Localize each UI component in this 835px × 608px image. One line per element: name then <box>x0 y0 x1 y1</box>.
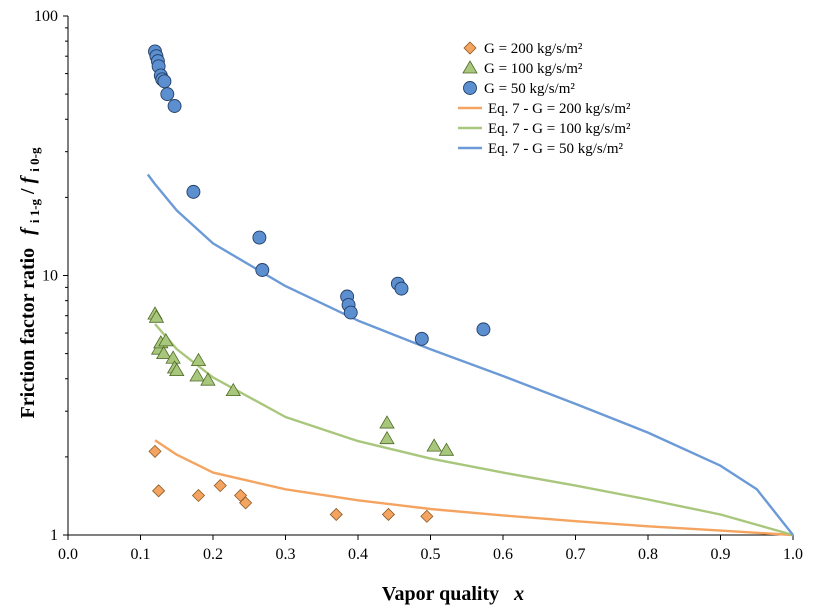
data-point-circle <box>255 263 270 277</box>
data-point-triangle <box>426 438 442 452</box>
x-tick-label: 0.0 <box>58 546 78 563</box>
eq7-curve-4 <box>154 323 794 537</box>
axes-layer: 0.0 0.1 0.2 0.3 0.4 0.5 0.6 0.7 0.8 0.9 1.0 1 10 100 <box>34 8 803 563</box>
data-point-triangle <box>169 362 185 377</box>
markers-layer <box>147 44 491 523</box>
data-point-diamond <box>191 488 206 503</box>
data-point-diamond <box>239 496 253 510</box>
y-axis-label: Friction factor ratio <box>17 248 39 419</box>
x-axis-variable: x <box>513 583 524 605</box>
legend-marker-diamond <box>463 41 477 55</box>
data-point-triangle <box>156 345 172 360</box>
data-point-triangle <box>158 333 174 347</box>
data-point-diamond <box>420 509 434 523</box>
legend-label: Eq. 7 - G = 200 kg/s/m² <box>488 101 631 117</box>
x-tick-label: 0.5 <box>421 546 441 563</box>
legend-label: G = 100 kg/s/m² <box>484 61 583 77</box>
data-point-circle <box>167 99 182 113</box>
data-point-diamond <box>152 484 166 498</box>
x-axis-label: Vapor quality <box>382 583 499 605</box>
x-tick-label: 0.4 <box>348 546 368 563</box>
data-point-circle <box>414 331 429 346</box>
data-point-triangle <box>438 442 455 456</box>
data-point-diamond <box>381 507 396 522</box>
data-point-circle <box>160 87 175 102</box>
data-point-diamond <box>148 444 162 458</box>
x-tick-label: 0.3 <box>276 546 296 563</box>
y-axis-f2: f <box>17 174 39 183</box>
y-axis-sub2: i 0-g <box>27 147 42 172</box>
eq7-curve-5 <box>146 173 794 536</box>
y-axis-sub1: i 1-g <box>27 198 42 223</box>
y-axis-f1: f <box>17 226 39 235</box>
y-tick-label: 10 <box>42 268 58 285</box>
y-axis-title: Friction factor ratio f i 1-g / f i 0-g <box>17 147 44 418</box>
data-point-circle <box>476 322 491 337</box>
data-point-triangle <box>148 309 165 323</box>
y-tick-label: 1 <box>50 527 58 544</box>
x-tick-label: 0.1 <box>131 546 151 563</box>
x-tick-label: 0.7 <box>566 546 586 563</box>
legend-marker-triangle <box>462 60 478 74</box>
legend-label: G = 50 kg/s/m² <box>484 81 575 97</box>
eq7-curve-3 <box>154 439 794 537</box>
data-point-triangle <box>189 368 205 382</box>
data-point-triangle <box>200 372 216 386</box>
data-point-triangle <box>379 430 395 445</box>
y-tick-label: 100 <box>34 8 58 25</box>
x-tick-label: 0.9 <box>711 546 731 563</box>
y-axis-sep: / <box>17 183 39 195</box>
data-point-triangle <box>190 352 207 366</box>
data-point-triangle <box>225 382 241 397</box>
data-point-diamond <box>213 479 227 493</box>
x-tick-label: 0.2 <box>203 546 223 563</box>
data-point-circle <box>186 184 201 199</box>
legend-label: Eq. 7 - G = 100 kg/s/m² <box>488 121 631 137</box>
curves-layer <box>146 173 794 537</box>
legend-label: Eq. 7 - G = 50 kg/s/m² <box>488 141 624 157</box>
data-point-circle <box>252 230 267 245</box>
legend-label: G = 200 kg/s/m² <box>484 41 583 57</box>
x-tick-label: 0.8 <box>638 546 658 563</box>
data-point-circle <box>157 74 172 89</box>
x-axis-title: Vapor quality x <box>382 583 524 605</box>
data-point-circle <box>394 281 409 296</box>
legend: G = 200 kg/s/m² G = 100 kg/s/m² G = 50 kg/… <box>458 41 631 157</box>
data-point-triangle <box>379 415 395 429</box>
x-tick-label: 0.6 <box>493 546 513 563</box>
data-point-diamond <box>329 507 343 522</box>
data-point-circle <box>343 305 358 320</box>
x-tick-label: 1.0 <box>783 546 803 563</box>
legend-marker-circle <box>463 81 477 95</box>
